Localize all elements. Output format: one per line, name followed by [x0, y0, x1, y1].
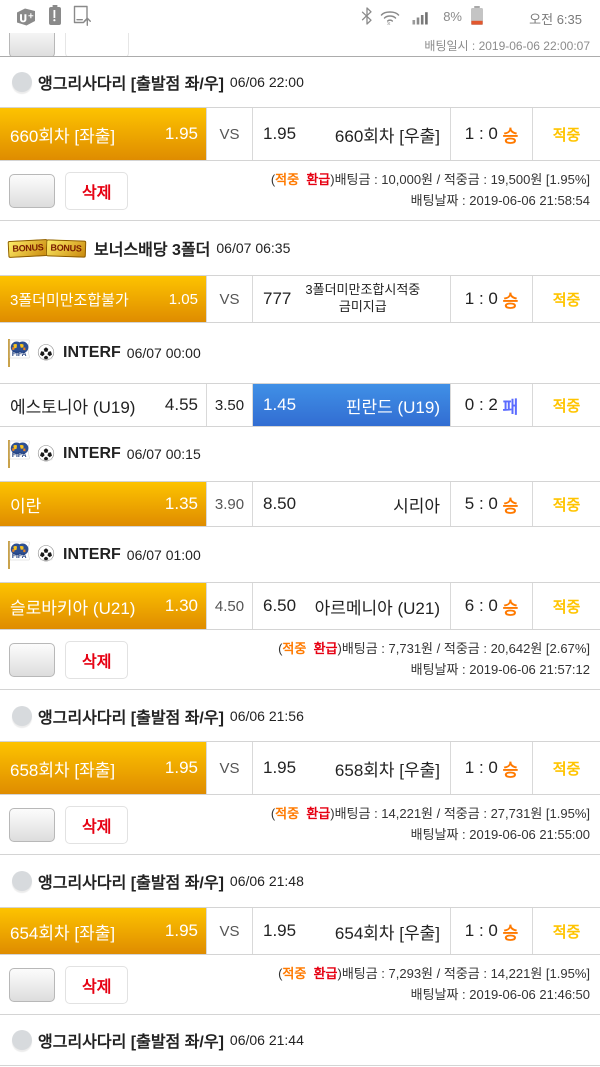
svg-text:FIFA: FIFA [12, 351, 27, 358]
svg-text:FIFA: FIFA [12, 552, 27, 559]
svg-text:FIFA: FIFA [12, 452, 27, 459]
